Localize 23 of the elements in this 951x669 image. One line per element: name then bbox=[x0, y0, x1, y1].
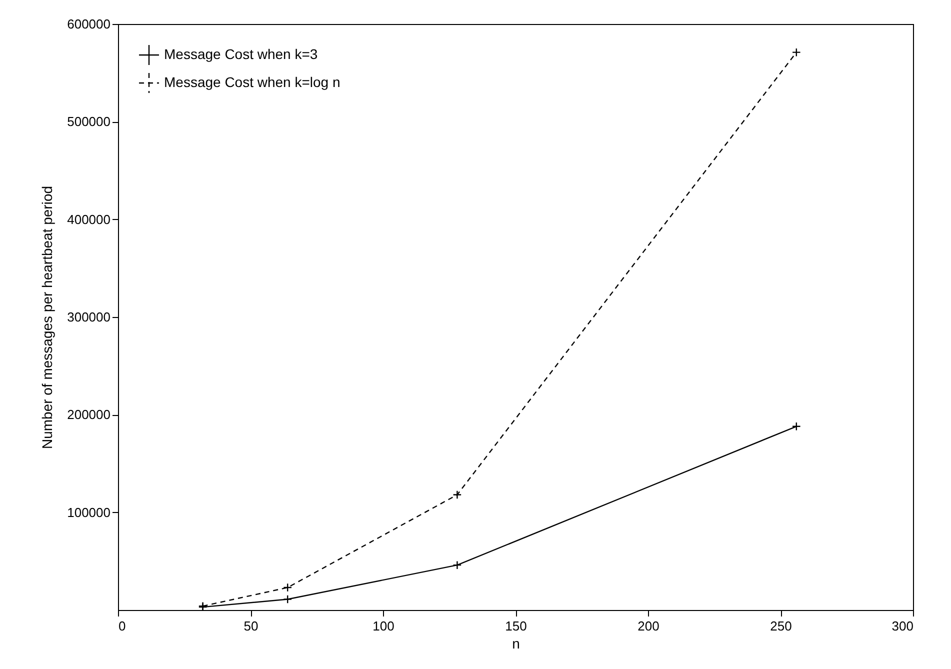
point bbox=[283, 583, 292, 592]
point bbox=[452, 490, 462, 500]
x-tick-label: 50 bbox=[244, 618, 258, 634]
legend-label: Message Cost when k=3 bbox=[164, 46, 318, 62]
point bbox=[452, 560, 462, 570]
x-tick-label: 0 bbox=[118, 618, 126, 634]
legend-label: Message Cost when k=log n bbox=[164, 74, 340, 90]
point bbox=[283, 594, 292, 604]
x-axis-title: n bbox=[512, 636, 520, 652]
x-tick-label: 200 bbox=[638, 618, 660, 634]
point bbox=[792, 48, 801, 57]
y-tick-label: 600000 bbox=[67, 16, 110, 32]
x-tick-label: 150 bbox=[505, 618, 527, 634]
x-tick-label: 250 bbox=[770, 618, 792, 634]
x-tick-label: 100 bbox=[372, 618, 394, 634]
y-tick-label: 500000 bbox=[67, 114, 110, 130]
y-tick-label: 200000 bbox=[67, 407, 110, 422]
y-tick-label: 300000 bbox=[67, 310, 110, 324]
y-axis-title: Number of messages per heartbeat period bbox=[39, 186, 56, 450]
x-tick-label: 300 bbox=[892, 618, 914, 634]
point bbox=[792, 422, 801, 431]
y-tick-label: 400000 bbox=[67, 212, 110, 227]
y-tick-label: 100000 bbox=[67, 504, 110, 520]
